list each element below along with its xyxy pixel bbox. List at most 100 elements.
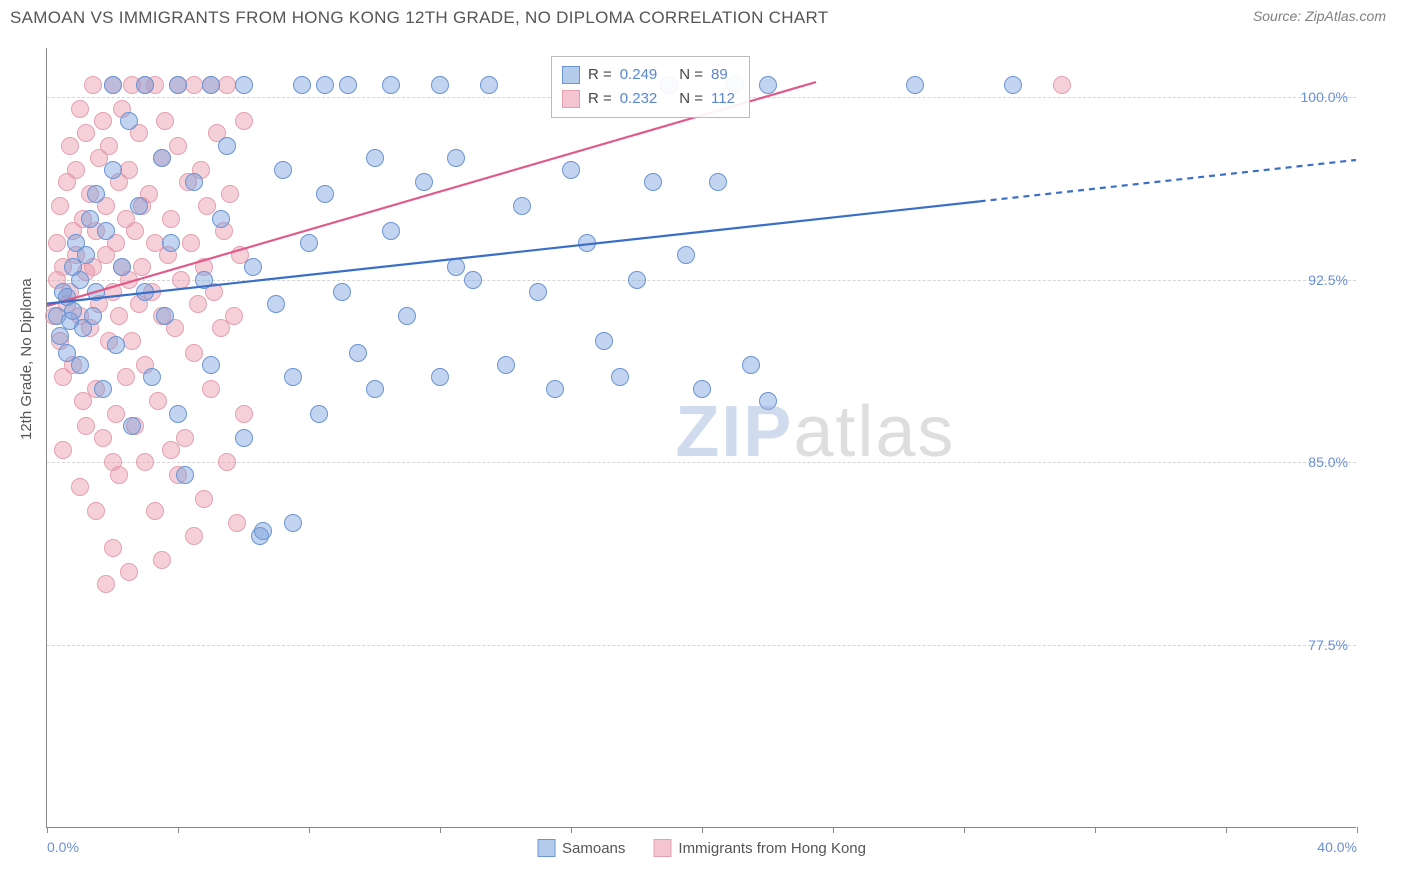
point-series-b — [84, 76, 102, 94]
legend-item: Samoans — [537, 839, 625, 857]
point-series-b — [149, 392, 167, 410]
point-series-b — [61, 137, 79, 155]
point-series-a — [382, 222, 400, 240]
point-series-b — [51, 197, 69, 215]
x-tick — [571, 827, 572, 833]
point-series-a — [759, 392, 777, 410]
source-label: Source: ZipAtlas.com — [1253, 8, 1386, 24]
point-series-a — [254, 522, 272, 540]
x-tick — [833, 827, 834, 833]
point-series-a — [153, 149, 171, 167]
point-series-a — [195, 271, 213, 289]
point-series-b — [94, 429, 112, 447]
point-series-a — [84, 307, 102, 325]
point-series-a — [218, 137, 236, 155]
y-tick-label: 85.0% — [1308, 454, 1348, 470]
series-legend: Samoans Immigrants from Hong Kong — [537, 839, 866, 857]
point-series-a — [366, 149, 384, 167]
x-tick — [1357, 827, 1358, 833]
point-series-a — [274, 161, 292, 179]
point-series-a — [382, 76, 400, 94]
y-tick-label: 92.5% — [1308, 272, 1348, 288]
point-series-b — [94, 112, 112, 130]
point-series-a — [169, 76, 187, 94]
point-series-a — [310, 405, 328, 423]
point-series-a — [136, 283, 154, 301]
point-series-a — [742, 356, 760, 374]
point-series-a — [71, 356, 89, 374]
point-series-a — [107, 336, 125, 354]
point-series-a — [156, 307, 174, 325]
plot-area: 77.5%85.0%92.5%100.0%0.0%40.0% ZIPatlas … — [46, 48, 1356, 828]
point-series-b — [77, 124, 95, 142]
stats-row: R = 0.249N = 89 — [562, 63, 735, 87]
stat-r-value: 0.249 — [620, 63, 658, 87]
point-series-a — [97, 222, 115, 240]
y-tick-label: 100.0% — [1301, 89, 1348, 105]
stat-r-value: 0.232 — [620, 87, 658, 111]
point-series-a — [415, 173, 433, 191]
stat-r-label: R = — [588, 87, 612, 111]
point-series-b — [169, 137, 187, 155]
point-series-b — [54, 441, 72, 459]
point-series-b — [136, 453, 154, 471]
point-series-a — [143, 368, 161, 386]
point-series-a — [185, 173, 203, 191]
point-series-a — [480, 76, 498, 94]
point-series-b — [107, 405, 125, 423]
point-series-b — [104, 539, 122, 557]
point-series-a — [709, 173, 727, 191]
point-series-b — [221, 185, 239, 203]
point-series-a — [644, 173, 662, 191]
point-series-a — [906, 76, 924, 94]
point-series-b — [146, 502, 164, 520]
point-series-b — [67, 161, 85, 179]
x-tick — [47, 827, 48, 833]
swatch-icon — [562, 90, 580, 108]
stat-r-label: R = — [588, 63, 612, 87]
point-series-a — [349, 344, 367, 362]
swatch-icon — [537, 839, 555, 857]
point-series-a — [497, 356, 515, 374]
point-series-b — [71, 478, 89, 496]
point-series-a — [693, 380, 711, 398]
swatch-icon — [562, 66, 580, 84]
gridline — [47, 462, 1356, 463]
stats-row: R = 0.232 N = 112 — [562, 87, 735, 111]
stat-n-label: N = — [679, 87, 703, 111]
point-series-a — [235, 76, 253, 94]
legend-label: Samoans — [562, 840, 625, 857]
point-series-a — [64, 302, 82, 320]
point-series-b — [153, 551, 171, 569]
point-series-a — [71, 271, 89, 289]
point-series-a — [169, 405, 187, 423]
point-series-a — [677, 246, 695, 264]
stat-n-value: 112 — [711, 87, 735, 111]
swatch-icon — [653, 839, 671, 857]
point-series-a — [176, 466, 194, 484]
point-series-a — [578, 234, 596, 252]
point-series-b — [97, 575, 115, 593]
point-series-a — [162, 234, 180, 252]
point-series-b — [156, 112, 174, 130]
point-series-b — [185, 344, 203, 362]
point-series-a — [447, 149, 465, 167]
x-tick — [440, 827, 441, 833]
gridline — [47, 645, 1356, 646]
point-series-a — [316, 185, 334, 203]
stat-n-label: N = — [679, 63, 703, 87]
point-series-a — [113, 258, 131, 276]
point-series-b — [110, 307, 128, 325]
point-series-b — [126, 222, 144, 240]
point-series-a — [546, 380, 564, 398]
point-series-b — [133, 258, 151, 276]
point-series-b — [182, 234, 200, 252]
legend-item: Immigrants from Hong Kong — [653, 839, 866, 857]
point-series-a — [244, 258, 262, 276]
point-series-b — [123, 332, 141, 350]
point-series-b — [228, 514, 246, 532]
x-tick — [1095, 827, 1096, 833]
point-series-b — [100, 137, 118, 155]
point-series-a — [562, 161, 580, 179]
point-series-a — [77, 246, 95, 264]
